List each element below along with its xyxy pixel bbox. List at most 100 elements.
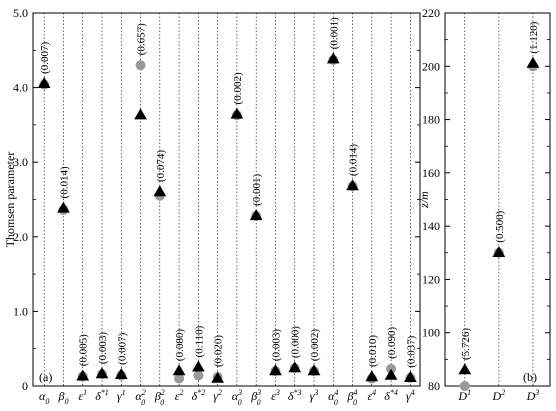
x-tick-label: ε4 xyxy=(367,388,376,403)
x-tick-label: γ1 xyxy=(117,388,126,403)
x-tick-label: γ3 xyxy=(310,388,319,403)
x-tick-label-superscript: *1 xyxy=(101,388,109,397)
x-tick-label-superscript: 2 xyxy=(501,388,505,397)
x-tick-label: D1 xyxy=(457,388,471,403)
y-tick-label: 1.0 xyxy=(13,304,28,318)
value-annotation: (0.010) xyxy=(367,335,379,367)
x-tick-label-superscript: 3 xyxy=(534,388,539,397)
x-tick-label-base: β xyxy=(347,389,354,403)
x-tick-label: δ*3 xyxy=(288,388,302,403)
x-tick-label-superscript: 4 xyxy=(411,388,415,397)
x-tick-label-base: D xyxy=(457,389,467,403)
x-tick-label-base: ε xyxy=(175,389,180,403)
x-tick-label-base: α xyxy=(328,389,335,403)
x-tick-label-superscript: 4 xyxy=(334,388,338,397)
x-tick-label-base: β xyxy=(57,389,64,403)
x-tick-label-superscript: 3 xyxy=(256,388,261,397)
value-annotation: (0.657) xyxy=(136,23,148,55)
triangle-marker xyxy=(269,364,282,376)
x-tick-label: α3 0 xyxy=(232,388,242,407)
value-annotation: (1.120) xyxy=(528,21,540,53)
x-tick-label: ε2 xyxy=(175,388,184,403)
y-tick-label: 120 xyxy=(422,272,440,286)
value-annotation: (0.020) xyxy=(213,335,225,367)
x-tick-label: β4 0 xyxy=(347,388,358,407)
x-tick-label: δ*2 xyxy=(192,388,206,403)
y-tick-label: 3.0 xyxy=(13,155,28,169)
x-tick-label-superscript: 2 xyxy=(179,388,183,397)
x-tick-label-base: γ xyxy=(213,389,218,403)
value-annotation: (5.726) xyxy=(460,328,472,360)
value-annotation: (0.001) xyxy=(251,173,263,205)
value-annotation: (0.500) xyxy=(494,210,506,242)
value-annotation: (0.080) xyxy=(174,329,186,361)
y-tick-label: 220 xyxy=(422,6,440,20)
value-annotation: (0.110) xyxy=(193,325,205,357)
triangle-marker xyxy=(134,108,147,120)
y-axis-title: z/m xyxy=(417,191,431,209)
x-tick-label: γ4 xyxy=(406,388,415,403)
y-tick-label: 80 xyxy=(428,379,440,393)
value-annotation: (0.001) xyxy=(328,17,340,49)
triangle-marker xyxy=(346,179,359,191)
triangle-marker xyxy=(76,369,90,381)
x-tick-label-superscript: *4 xyxy=(390,388,398,397)
y-tick-label: 0 xyxy=(22,379,28,393)
triangle-marker xyxy=(211,371,225,383)
x-tick-label-superscript: 2 xyxy=(142,388,146,397)
y-tick-label: 180 xyxy=(422,113,440,127)
x-tick-label-superscript: 3 xyxy=(313,388,318,397)
x-tick-label-base: ε xyxy=(367,389,372,403)
x-tick-label-base: D xyxy=(492,389,502,403)
value-annotation: (0.074) xyxy=(155,150,167,182)
x-tick-label: α2 0 xyxy=(135,388,145,407)
value-annotation: (0.037) xyxy=(405,335,417,367)
x-tick-label-base: γ xyxy=(310,389,315,403)
panel-label: (b) xyxy=(523,370,537,384)
triangle-marker xyxy=(458,363,472,375)
x-tick-label-superscript: *2 xyxy=(197,388,205,397)
panel-a-chart: 01.02.03.04.05.0α0 β0 ε1 δ*1 γ1 α2 0 β2 0 ε2 δ*2 γ2… xyxy=(3,6,421,407)
value-annotation: (0.014) xyxy=(348,144,360,176)
triangle-marker xyxy=(526,56,540,68)
value-annotation: (0.003) xyxy=(97,332,109,364)
x-tick-label-subscript: 0 xyxy=(141,398,145,407)
x-tick-label-base: β xyxy=(250,389,257,403)
x-tick-label-superscript: 3 xyxy=(237,388,242,397)
circle-marker xyxy=(174,373,185,384)
triangle-marker xyxy=(384,368,398,380)
value-annotation: (0.002) xyxy=(309,329,321,361)
x-tick-label-base: α xyxy=(135,389,142,403)
x-tick-label-superscript: *3 xyxy=(294,388,302,397)
value-annotation: (0.003) xyxy=(270,329,282,361)
y-tick-label: 140 xyxy=(422,219,440,233)
circle-marker xyxy=(193,370,204,381)
value-annotation: (0.014) xyxy=(58,166,70,198)
value-annotation: (0.007) xyxy=(116,332,128,364)
y-tick-label: 5.0 xyxy=(13,6,28,20)
triangle-marker xyxy=(307,364,321,376)
triangle-marker xyxy=(114,367,128,379)
x-tick-label-subscript: 0 xyxy=(257,398,261,407)
triangle-marker xyxy=(172,364,186,376)
value-annotation: (0.002) xyxy=(232,72,244,104)
x-tick-label-subscript: 0 xyxy=(64,397,68,406)
y-tick-label: 100 xyxy=(422,326,440,340)
x-tick-label: D3 xyxy=(526,388,540,403)
y-tick-label: 2.0 xyxy=(13,230,28,244)
x-tick-label-subscript: 0 xyxy=(160,398,164,407)
y-tick-label: 160 xyxy=(422,166,440,180)
y-tick-label: 200 xyxy=(422,59,440,73)
x-tick-label: ε3 xyxy=(271,388,280,403)
triangle-marker xyxy=(249,209,263,221)
value-annotation: (0.090) xyxy=(386,326,398,358)
circle-marker xyxy=(135,60,146,71)
x-tick-label-superscript: 3 xyxy=(275,388,280,397)
x-tick-label-base: γ xyxy=(406,389,411,403)
x-tick-label-superscript: 1 xyxy=(467,388,471,397)
circle-marker xyxy=(459,381,470,391)
y-tick-label: 4.0 xyxy=(13,81,28,95)
panel-label: (a) xyxy=(39,370,52,384)
